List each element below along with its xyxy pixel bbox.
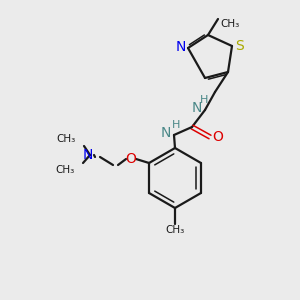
Text: N: N [192,101,202,115]
Text: CH₃: CH₃ [56,165,75,175]
Text: N: N [176,40,186,54]
Text: N: N [161,126,171,140]
Text: N: N [83,148,93,162]
Text: CH₃: CH₃ [165,225,184,235]
Text: O: O [126,152,136,166]
Text: O: O [213,130,224,144]
Text: H: H [172,120,180,130]
Text: CH₃: CH₃ [57,134,76,144]
Text: CH₃: CH₃ [220,19,239,29]
Text: S: S [236,39,244,53]
Text: H: H [200,95,208,105]
